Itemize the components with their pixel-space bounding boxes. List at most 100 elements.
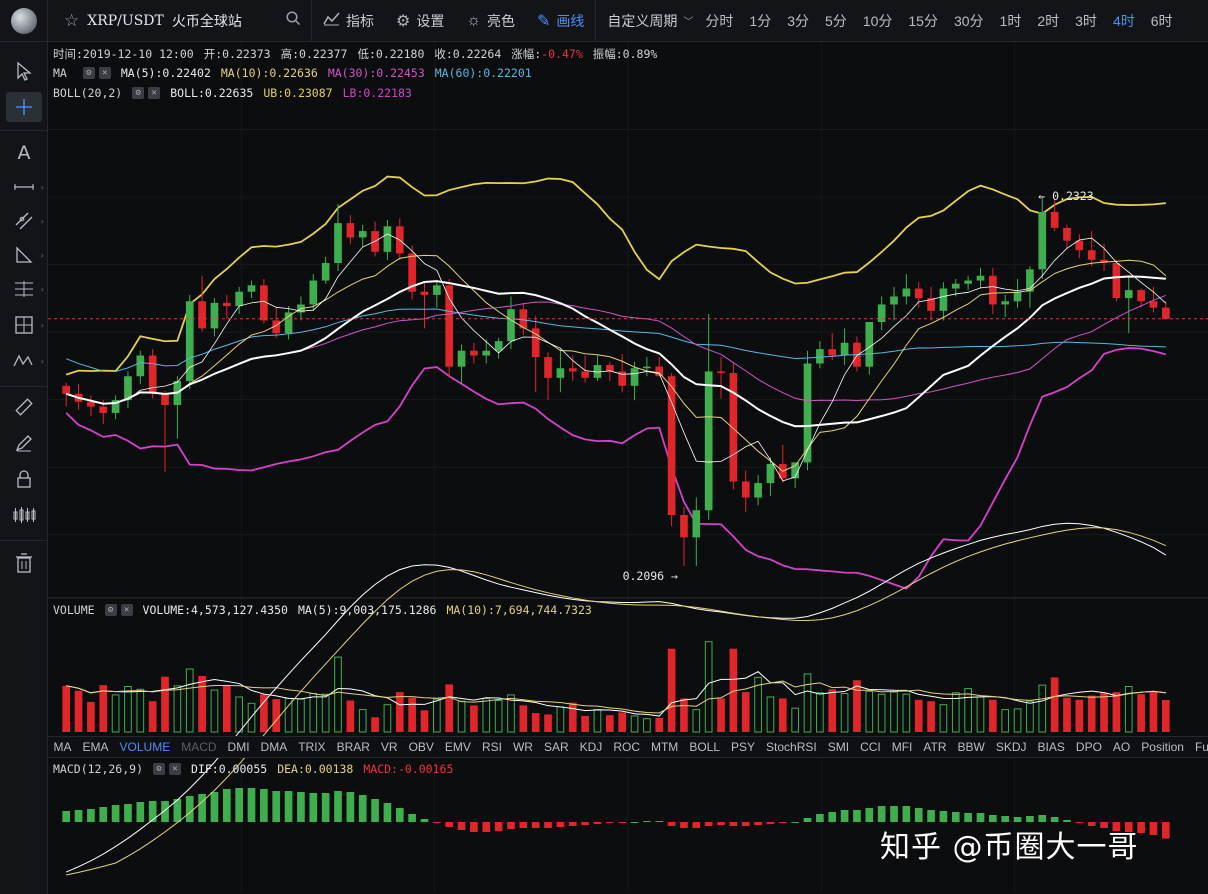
settings-button[interactable]: ⚙ 设置 (385, 0, 455, 42)
period-tab[interactable]: 5分 (825, 12, 847, 29)
candlestick-chart[interactable]: ← 0.2323 0.2096 → (48, 42, 1208, 894)
indicator-tab-fundflow[interactable]: Fundflow (1194, 740, 1208, 754)
indicator-tab-smi[interactable]: SMI (827, 740, 850, 754)
indicator-tab-psy[interactable]: PSY (731, 740, 756, 754)
candle-body (1026, 269, 1034, 292)
indicator-tab-emv[interactable]: EMV (444, 740, 471, 754)
candle-body (470, 350, 478, 356)
macd-bar (1063, 820, 1071, 822)
cursor-arrow-icon[interactable] (6, 56, 42, 86)
custom-period-dropdown[interactable]: 自定义周期 ﹀ (596, 0, 697, 42)
candle-body (1149, 301, 1158, 308)
indicator-tab-vr[interactable]: VR (380, 740, 398, 754)
indicator-tab-mtm[interactable]: MTM (650, 740, 679, 754)
symbol-pair[interactable]: XRP/USDT (87, 12, 164, 29)
visibility-icon[interactable] (6, 500, 42, 530)
volume-bar (927, 701, 935, 732)
crosshair-icon[interactable] (6, 92, 42, 122)
ruler-icon[interactable] (6, 392, 42, 422)
wave-tool-icon[interactable]: › (6, 346, 44, 376)
candle-body (865, 322, 874, 367)
close-icon[interactable]: ✕ (120, 604, 133, 616)
period-tab[interactable]: 1时 (999, 12, 1022, 29)
indicator-tab-trix[interactable]: TRIX (298, 740, 326, 754)
indicator-tab-rsi[interactable]: RSI (481, 740, 502, 754)
volume-bar (853, 680, 861, 732)
volume-bar (99, 685, 108, 732)
period-tab[interactable]: 6时 (1150, 12, 1173, 29)
period-tab[interactable]: 10分 (862, 12, 893, 29)
indicator-tab-position[interactable]: Position (1141, 740, 1184, 754)
indicator-tab-sar[interactable]: SAR (543, 740, 569, 754)
macd-legend: MACD(12,26,9) ⚙ ✕ DIF:0.00055 DEA:0.00138… (53, 762, 453, 776)
indicator-tab-kdj[interactable]: KDJ (579, 740, 603, 754)
indicator-tab-dma[interactable]: DMA (260, 740, 288, 754)
brush-icon[interactable] (6, 428, 42, 458)
period-tab[interactable]: 2时 (1037, 12, 1060, 29)
candle-body (198, 301, 206, 329)
macd-bar (210, 792, 219, 822)
indicator-tab-ma[interactable]: MA (53, 740, 72, 754)
logo[interactable] (0, 0, 48, 42)
period-tab-selected[interactable]: 4时 (1112, 12, 1135, 29)
indicator-tab-skdj[interactable]: SKDJ (995, 740, 1027, 754)
ma60-value: MA(60):0.22201 (434, 66, 532, 80)
period-tab[interactable]: 分时 (705, 12, 734, 29)
grid-tool-icon[interactable]: › (6, 310, 44, 340)
indicator-tab-roc[interactable]: ROC (613, 740, 640, 754)
indicator-tab-mfi[interactable]: MFI (891, 740, 913, 754)
indicator-tab-bias[interactable]: BIAS (1037, 740, 1065, 754)
candle-body (568, 368, 577, 372)
indicator-button[interactable]: 指标 (312, 0, 385, 42)
volume-bar (667, 648, 676, 732)
volume-bar (111, 694, 120, 733)
boll-lb-value: LB:0.22183 (342, 86, 412, 100)
indicator-tab-boll[interactable]: BOLL (689, 740, 720, 754)
period-tab[interactable]: 1分 (749, 12, 772, 29)
indicator-tab-wr[interactable]: WR (512, 740, 533, 754)
settings-icon[interactable]: ⚙ (153, 763, 166, 775)
light-theme-button[interactable]: ☼ 亮色 (455, 0, 526, 42)
settings-icon[interactable]: ⚙ (104, 604, 117, 616)
lock-icon[interactable] (6, 464, 42, 494)
line-tool-icon[interactable]: › (14, 182, 44, 192)
indicator-tab-ema[interactable]: EMA (82, 740, 109, 754)
volume-bar (420, 710, 429, 732)
indicator-tab-ao[interactable]: AO (1112, 740, 1131, 754)
triangle-tool-icon[interactable]: › (6, 240, 44, 270)
period-tab[interactable]: 3分 (787, 12, 810, 29)
close-icon[interactable]: ✕ (98, 67, 111, 79)
search-icon[interactable] (286, 10, 301, 31)
settings-icon[interactable]: ⚙ (132, 87, 145, 99)
candle-body (1013, 291, 1022, 302)
close-icon[interactable]: ✕ (169, 763, 182, 775)
indicator-tab-stochrsi[interactable]: StochRSI (766, 740, 817, 754)
boll-value: BOLL:0.22635 (170, 86, 254, 100)
volume-ma-lines (66, 671, 1166, 717)
volume-bar (309, 693, 318, 733)
indicator-tab-obv[interactable]: OBV (408, 740, 434, 754)
close-icon[interactable]: ✕ (148, 87, 161, 99)
period-tab[interactable]: 30分 (953, 12, 984, 29)
trash-icon[interactable] (6, 548, 42, 578)
indicator-tab-volume[interactable]: VOLUME (119, 740, 171, 754)
draw-button[interactable]: ✎ 画线 (526, 0, 595, 42)
indicator-tab-atr[interactable]: ATR (923, 740, 947, 754)
macd-bar (1026, 816, 1034, 822)
text-tool-icon[interactable]: A (17, 142, 31, 164)
volume-bar (778, 698, 787, 732)
star-icon[interactable]: ☆ (64, 10, 80, 30)
candle-body (914, 288, 923, 299)
period-tab[interactable]: 15分 (908, 12, 938, 29)
indicator-tab-dpo[interactable]: DPO (1075, 740, 1102, 754)
indicator-tab-brar[interactable]: BRAR (336, 740, 370, 754)
period-tab[interactable]: 3时 (1075, 12, 1097, 29)
indicator-tab-dmi[interactable]: DMI (227, 740, 250, 754)
indicator-tab-bbw[interactable]: BBW (957, 740, 985, 754)
volume-bar (321, 693, 330, 733)
channel-tool-icon[interactable]: › (6, 206, 44, 236)
fibonacci-tool-icon[interactable]: › (15, 281, 44, 297)
indicator-tab-macd[interactable]: MACD (181, 740, 217, 754)
indicator-tab-cci[interactable]: CCI (860, 740, 881, 754)
settings-icon[interactable]: ⚙ (82, 67, 95, 79)
